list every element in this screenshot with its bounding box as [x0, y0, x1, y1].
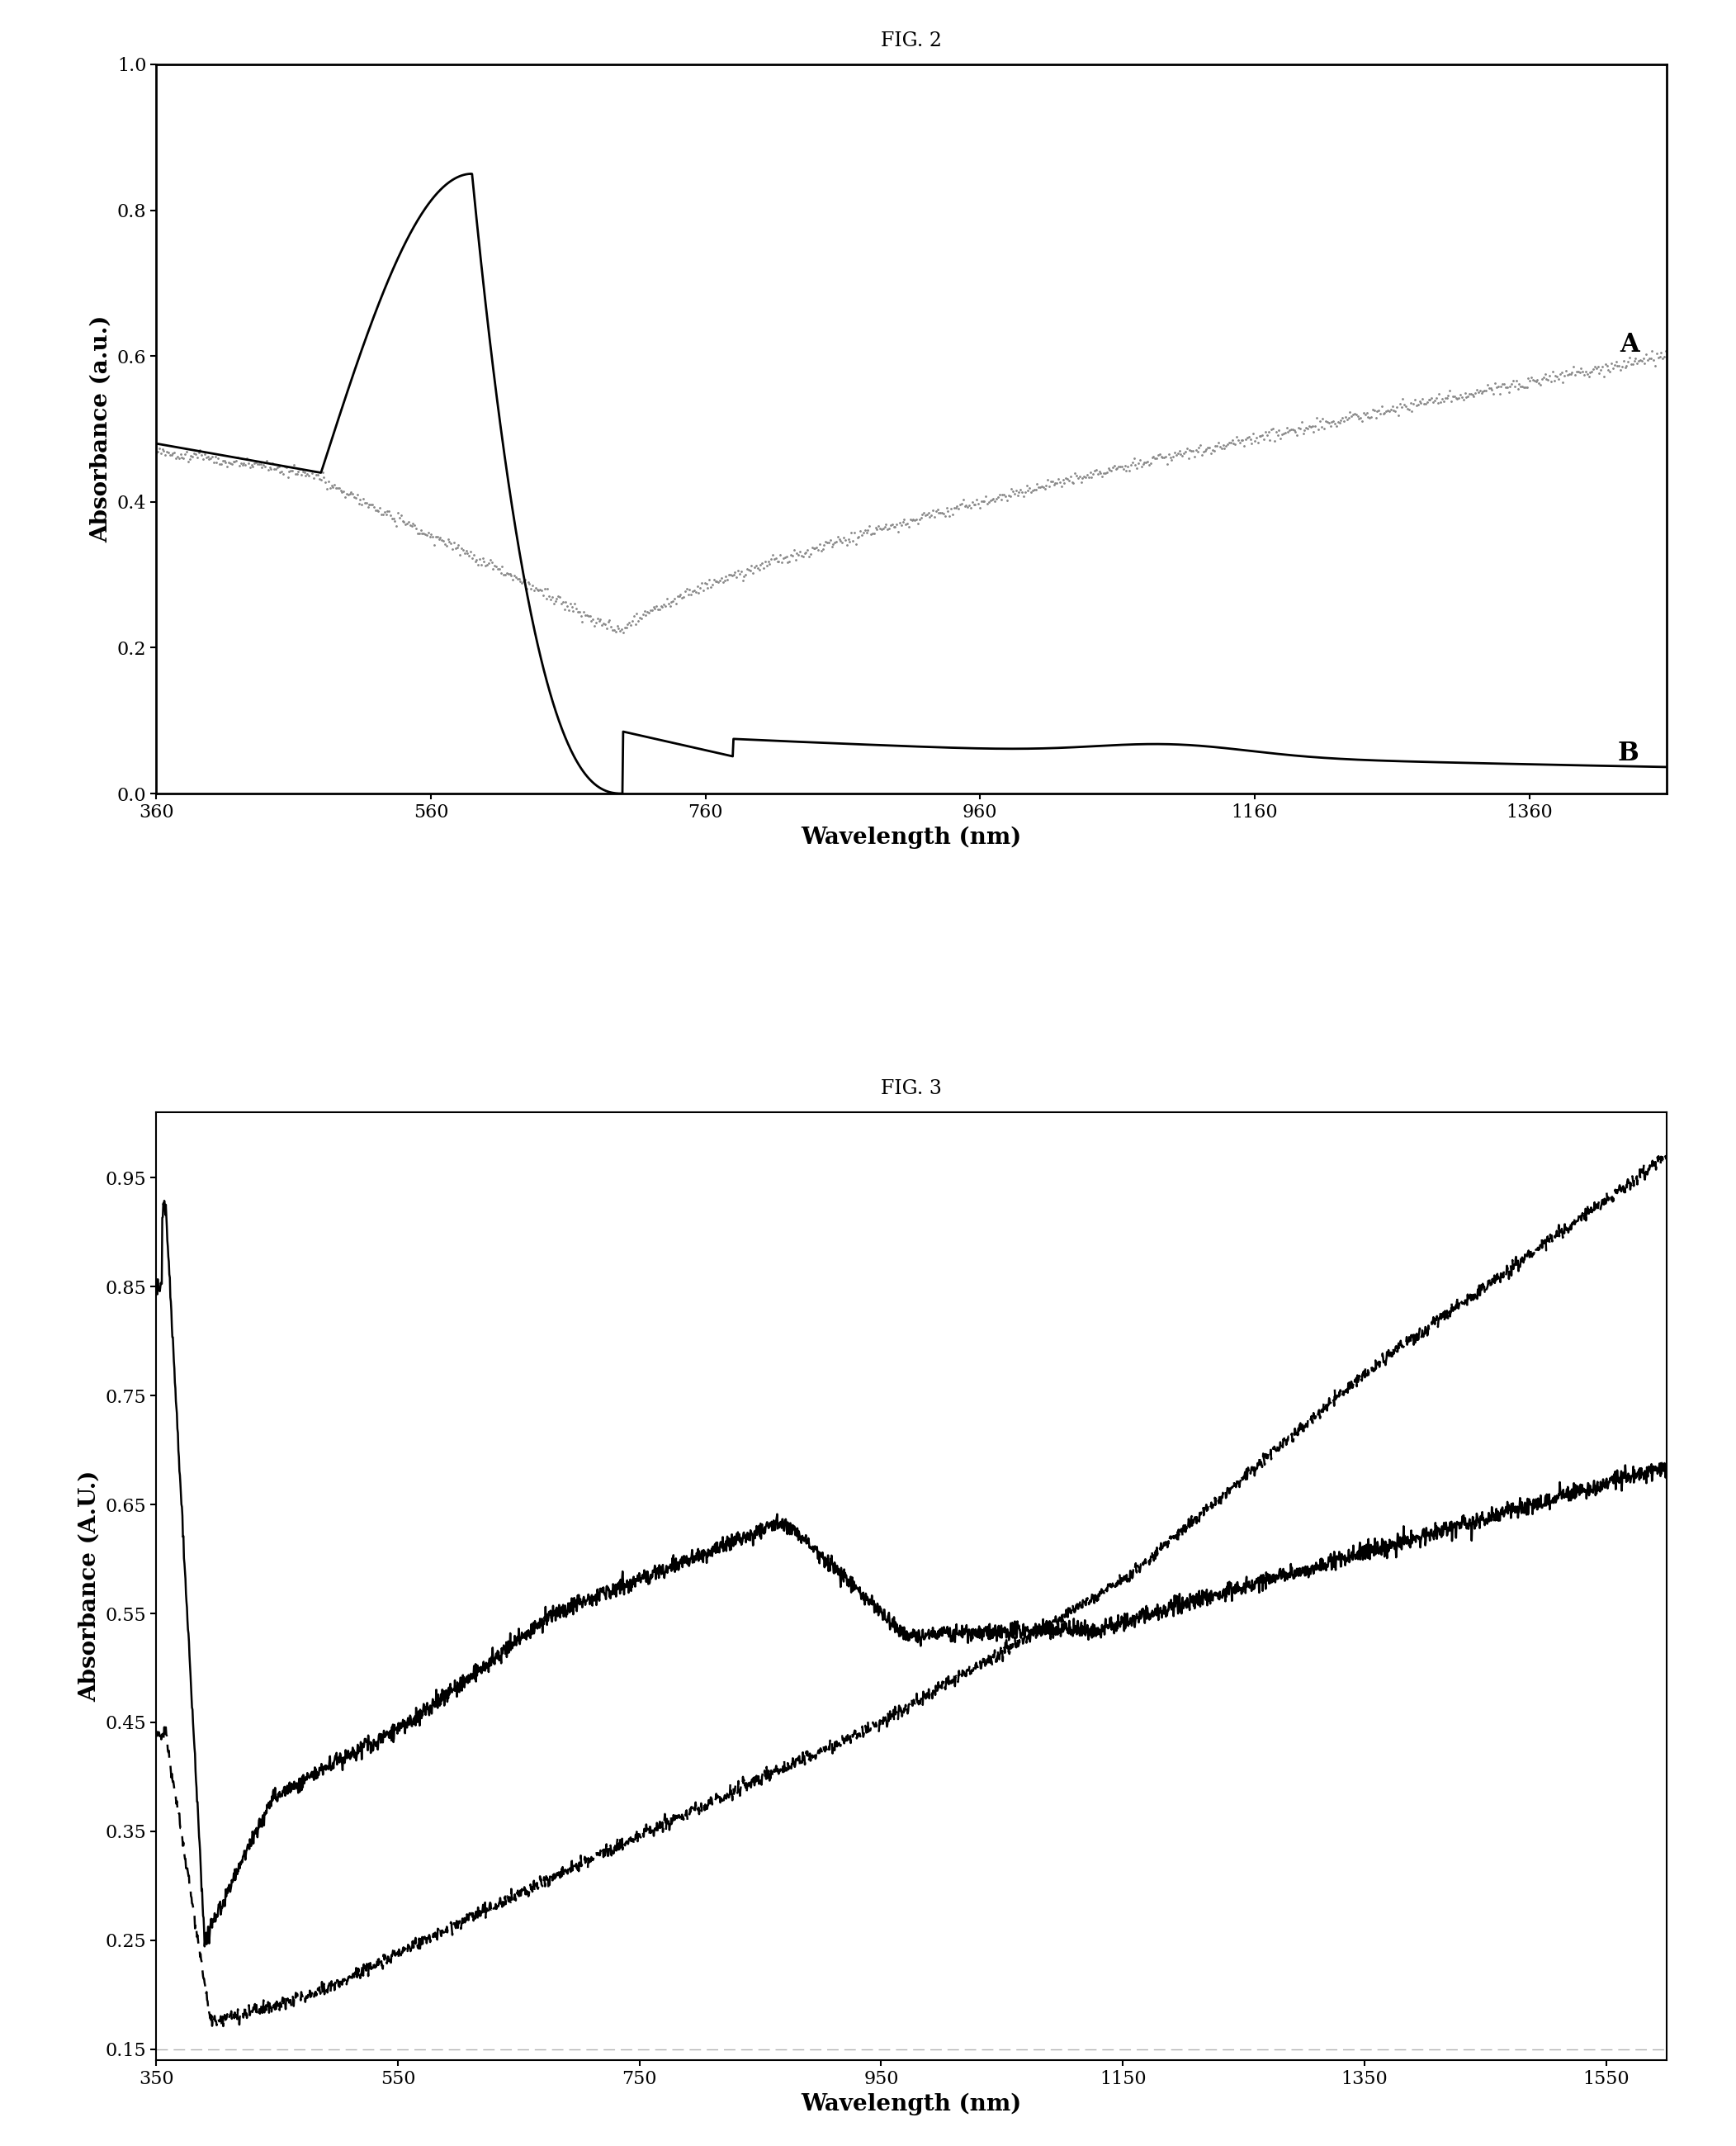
Title: FIG. 3: FIG. 3 [880, 1079, 943, 1099]
Y-axis label: Absorbance (A.U.): Absorbance (A.U.) [78, 1470, 101, 1702]
Text: A: A [1620, 333, 1639, 358]
X-axis label: Wavelength (nm): Wavelength (nm) [800, 2092, 1023, 2116]
Y-axis label: Absorbance (a.u.): Absorbance (a.u.) [90, 315, 113, 543]
X-axis label: Wavelength (nm): Wavelength (nm) [800, 826, 1023, 848]
Text: B: B [1618, 740, 1639, 766]
Title: FIG. 2: FIG. 2 [880, 32, 943, 49]
